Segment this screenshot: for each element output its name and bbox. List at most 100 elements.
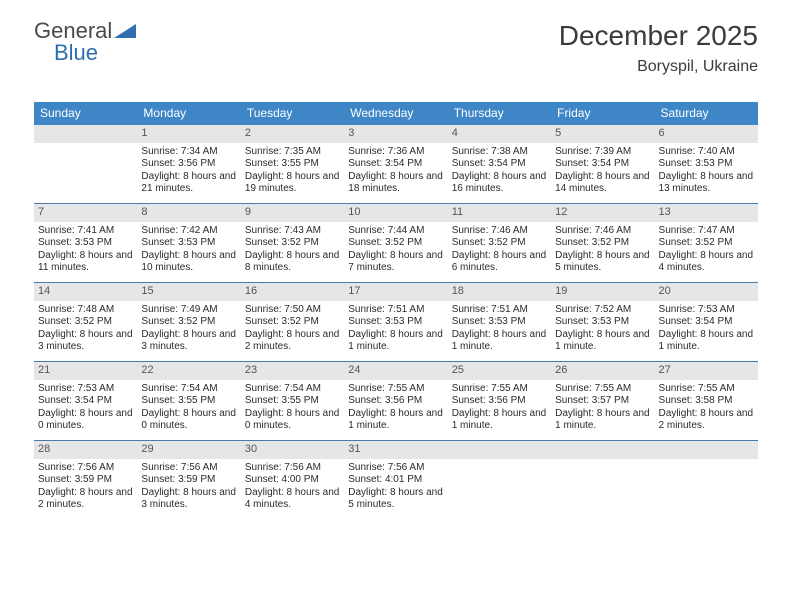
day-number: 8 [137,204,240,222]
day-cell: 15Sunrise: 7:49 AMSunset: 3:52 PMDayligh… [137,283,240,361]
sunset-text: Sunset: 4:00 PM [245,474,340,487]
day-number: 10 [344,204,447,222]
day-details: Sunrise: 7:54 AMSunset: 3:55 PMDaylight:… [137,380,240,437]
day-cell: 3Sunrise: 7:36 AMSunset: 3:54 PMDaylight… [344,125,447,203]
daylight-text: Daylight: 8 hours and 13 minutes. [659,171,754,196]
day-cell [655,441,758,519]
daylight-text: Daylight: 8 hours and 1 minute. [659,329,754,354]
sunset-text: Sunset: 3:57 PM [555,395,650,408]
sunrise-text: Sunrise: 7:53 AM [659,304,754,317]
sunrise-text: Sunrise: 7:51 AM [452,304,547,317]
sunset-text: Sunset: 3:52 PM [245,316,340,329]
daylight-text: Daylight: 8 hours and 2 minutes. [38,487,133,512]
day-cell: 18Sunrise: 7:51 AMSunset: 3:53 PMDayligh… [448,283,551,361]
day-cell [34,125,137,203]
day-details: Sunrise: 7:49 AMSunset: 3:52 PMDaylight:… [137,301,240,358]
day-details [34,143,137,193]
day-number [551,441,654,459]
day-details: Sunrise: 7:53 AMSunset: 3:54 PMDaylight:… [34,380,137,437]
sunset-text: Sunset: 3:53 PM [348,316,443,329]
day-details: Sunrise: 7:35 AMSunset: 3:55 PMDaylight:… [241,143,344,200]
daylight-text: Daylight: 8 hours and 1 minute. [555,408,650,433]
day-number: 29 [137,441,240,459]
sunset-text: Sunset: 3:53 PM [659,158,754,171]
day-details: Sunrise: 7:46 AMSunset: 3:52 PMDaylight:… [551,222,654,279]
day-cell: 5Sunrise: 7:39 AMSunset: 3:54 PMDaylight… [551,125,654,203]
day-number: 28 [34,441,137,459]
sunset-text: Sunset: 3:52 PM [38,316,133,329]
sunset-text: Sunset: 3:54 PM [38,395,133,408]
calendar: SundayMondayTuesdayWednesdayThursdayFrid… [34,102,758,519]
day-details: Sunrise: 7:56 AMSunset: 3:59 PMDaylight:… [137,459,240,516]
sunrise-text: Sunrise: 7:55 AM [555,383,650,396]
sunset-text: Sunset: 3:53 PM [38,237,133,250]
daylight-text: Daylight: 8 hours and 0 minutes. [141,408,236,433]
day-cell: 17Sunrise: 7:51 AMSunset: 3:53 PMDayligh… [344,283,447,361]
daylight-text: Daylight: 8 hours and 1 minute. [452,408,547,433]
day-number: 13 [655,204,758,222]
day-number: 15 [137,283,240,301]
day-number: 27 [655,362,758,380]
sunset-text: Sunset: 3:53 PM [141,237,236,250]
daylight-text: Daylight: 8 hours and 3 minutes. [141,487,236,512]
daylight-text: Daylight: 8 hours and 1 minute. [555,329,650,354]
day-cell: 6Sunrise: 7:40 AMSunset: 3:53 PMDaylight… [655,125,758,203]
week-row: 21Sunrise: 7:53 AMSunset: 3:54 PMDayligh… [34,362,758,441]
day-cell: 8Sunrise: 7:42 AMSunset: 3:53 PMDaylight… [137,204,240,282]
sunrise-text: Sunrise: 7:43 AM [245,225,340,238]
day-number: 3 [344,125,447,143]
sunrise-text: Sunrise: 7:40 AM [659,146,754,159]
day-number: 12 [551,204,654,222]
week-row: 14Sunrise: 7:48 AMSunset: 3:52 PMDayligh… [34,283,758,362]
weekday-header: Monday [137,102,240,125]
day-number: 22 [137,362,240,380]
sunset-text: Sunset: 3:53 PM [555,316,650,329]
page-title: December 2025 [559,20,758,52]
day-number: 6 [655,125,758,143]
day-number: 2 [241,125,344,143]
day-details: Sunrise: 7:56 AMSunset: 4:00 PMDaylight:… [241,459,344,516]
sunrise-text: Sunrise: 7:49 AM [141,304,236,317]
day-details: Sunrise: 7:43 AMSunset: 3:52 PMDaylight:… [241,222,344,279]
sunset-text: Sunset: 3:54 PM [659,316,754,329]
daylight-text: Daylight: 8 hours and 7 minutes. [348,250,443,275]
daylight-text: Daylight: 8 hours and 14 minutes. [555,171,650,196]
day-details: Sunrise: 7:40 AMSunset: 3:53 PMDaylight:… [655,143,758,200]
day-number: 7 [34,204,137,222]
sunset-text: Sunset: 3:54 PM [348,158,443,171]
weekday-header: Friday [551,102,654,125]
day-details: Sunrise: 7:55 AMSunset: 3:57 PMDaylight:… [551,380,654,437]
day-details: Sunrise: 7:47 AMSunset: 3:52 PMDaylight:… [655,222,758,279]
day-cell: 2Sunrise: 7:35 AMSunset: 3:55 PMDaylight… [241,125,344,203]
day-cell [448,441,551,519]
day-number: 5 [551,125,654,143]
sunrise-text: Sunrise: 7:56 AM [348,462,443,475]
daylight-text: Daylight: 8 hours and 3 minutes. [141,329,236,354]
day-details: Sunrise: 7:42 AMSunset: 3:53 PMDaylight:… [137,222,240,279]
week-row: 28Sunrise: 7:56 AMSunset: 3:59 PMDayligh… [34,441,758,519]
day-number: 20 [655,283,758,301]
sunrise-text: Sunrise: 7:54 AM [245,383,340,396]
day-number: 11 [448,204,551,222]
day-details: Sunrise: 7:48 AMSunset: 3:52 PMDaylight:… [34,301,137,358]
sunset-text: Sunset: 3:56 PM [141,158,236,171]
day-cell: 11Sunrise: 7:46 AMSunset: 3:52 PMDayligh… [448,204,551,282]
sunrise-text: Sunrise: 7:42 AM [141,225,236,238]
day-number: 25 [448,362,551,380]
sunrise-text: Sunrise: 7:34 AM [141,146,236,159]
sunset-text: Sunset: 3:54 PM [452,158,547,171]
day-number [34,125,137,143]
day-details: Sunrise: 7:56 AMSunset: 4:01 PMDaylight:… [344,459,447,516]
day-number: 14 [34,283,137,301]
sunset-text: Sunset: 3:52 PM [245,237,340,250]
day-details: Sunrise: 7:46 AMSunset: 3:52 PMDaylight:… [448,222,551,279]
sunset-text: Sunset: 3:59 PM [38,474,133,487]
weekday-header: Thursday [448,102,551,125]
daylight-text: Daylight: 8 hours and 6 minutes. [452,250,547,275]
day-cell: 13Sunrise: 7:47 AMSunset: 3:52 PMDayligh… [655,204,758,282]
day-details [655,459,758,509]
day-cell: 26Sunrise: 7:55 AMSunset: 3:57 PMDayligh… [551,362,654,440]
day-number: 19 [551,283,654,301]
day-details: Sunrise: 7:44 AMSunset: 3:52 PMDaylight:… [344,222,447,279]
day-cell: 19Sunrise: 7:52 AMSunset: 3:53 PMDayligh… [551,283,654,361]
